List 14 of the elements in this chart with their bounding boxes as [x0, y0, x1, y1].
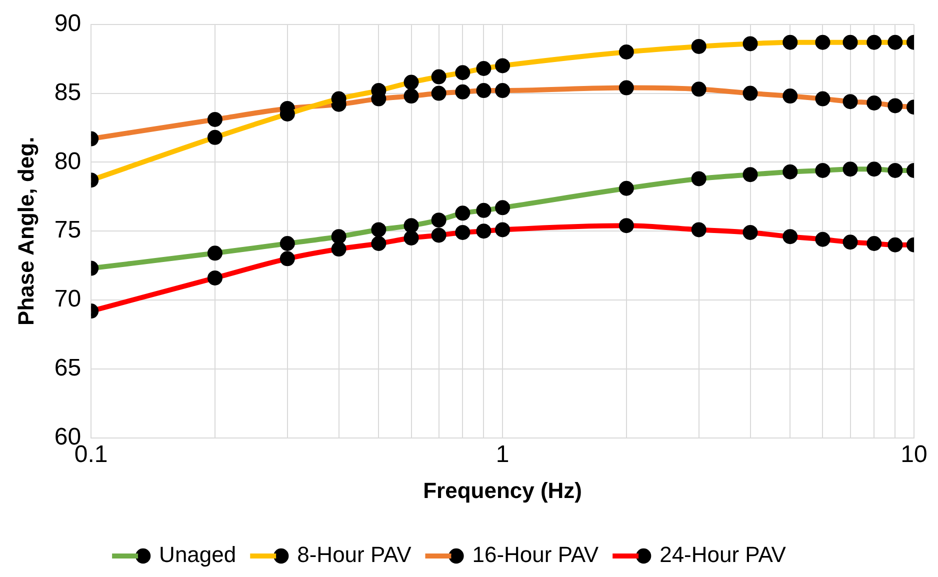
y-tick-label: 85 [54, 78, 82, 106]
y-tick-label: 65 [54, 354, 82, 382]
y-tick-label: 90 [54, 10, 82, 38]
legend-label: 24-Hour PAV [660, 542, 786, 568]
legend-label: 8-Hour PAV [297, 542, 412, 568]
y-axis-title: Phase Angle, deg. [13, 136, 38, 326]
y-tick-label: 75 [54, 216, 82, 244]
x-tick-label: 10 [900, 440, 928, 468]
legend-label: 16-Hour PAV [472, 542, 599, 568]
legend-label: Unaged [159, 542, 236, 568]
y-tick-label: 80 [54, 148, 82, 175]
x-axis-title: Frequency (Hz) [423, 478, 582, 503]
y-tick-label: 70 [54, 286, 82, 313]
x-tick-label: 1 [496, 440, 510, 468]
